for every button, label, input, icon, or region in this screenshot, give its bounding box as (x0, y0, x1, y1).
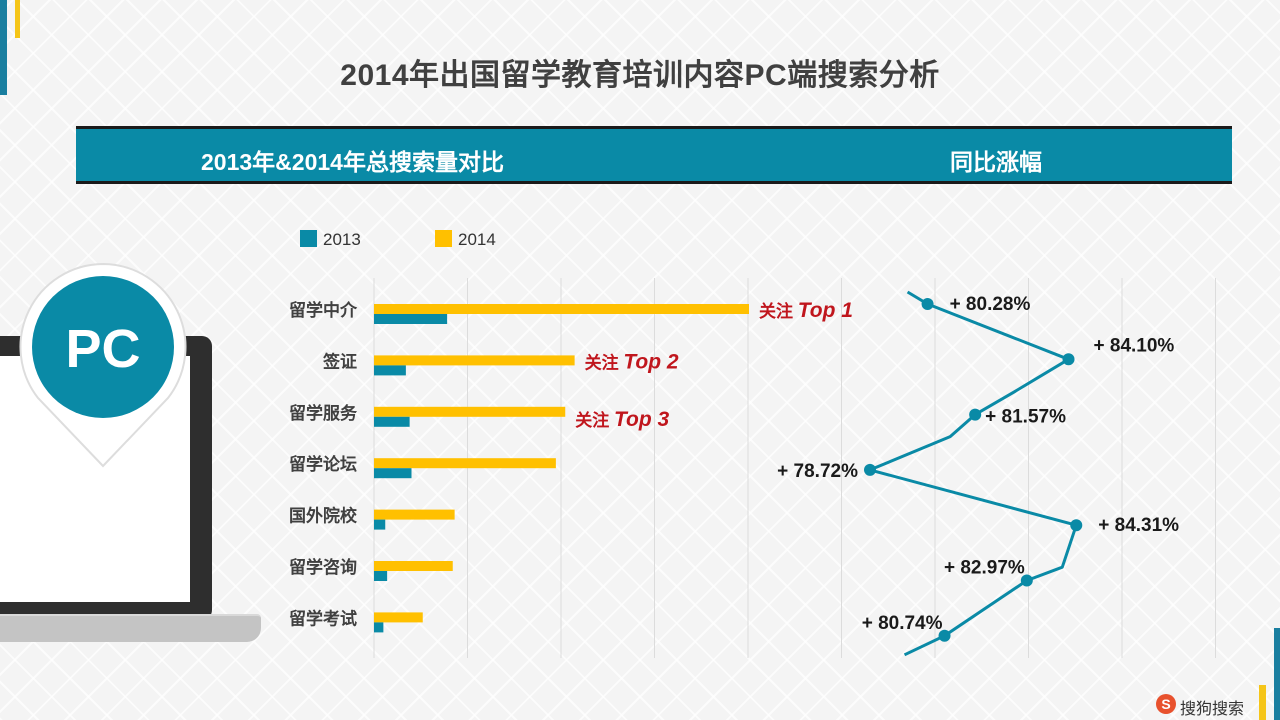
bar-2014 (374, 458, 556, 469)
growth-point (969, 408, 982, 421)
category-label: 签证 (322, 351, 357, 371)
bottom-yellow-accent (1259, 685, 1266, 720)
pc-badge-label: PC (65, 319, 141, 379)
category-label: 国外院校 (289, 506, 358, 526)
annotation-rank: Top 1 (798, 299, 853, 322)
growth-point (1070, 519, 1083, 532)
header-comparison-label: 2013年&2014年总搜索量对比 (201, 149, 504, 175)
pc-pin-icon (19, 262, 187, 468)
chart-legend: 2013 2014 (300, 230, 496, 249)
annotation-rank: Top 3 (614, 408, 670, 431)
category-label: 留学考试 (289, 608, 357, 628)
bar-series (374, 304, 749, 633)
bar-2014 (374, 406, 566, 417)
growth-label: + 78.72% (777, 461, 858, 482)
top-annotation: 关注 Top 1 (759, 299, 853, 322)
bar-2013 (374, 622, 384, 633)
category-label: 留学咨询 (289, 557, 357, 577)
growth-label: + 80.28% (950, 294, 1031, 315)
legend-label: 2013 (323, 230, 361, 249)
left-accent-bar (0, 0, 7, 95)
right-accent-bar (1274, 628, 1280, 720)
bar-2014 (374, 304, 749, 314)
bar-2014 (374, 509, 455, 520)
annotation-prefix: 关注 (585, 352, 624, 372)
bar-2013 (374, 519, 386, 530)
header-growth-label: 同比涨幅 (950, 149, 1042, 175)
top-annotation: 关注 Top 2 (585, 350, 679, 373)
bar-2013 (374, 416, 410, 427)
pc-badge-circle (32, 276, 174, 418)
sogou-logo-text: 搜狗搜索 (1180, 701, 1245, 718)
top-yellow-accent (15, 0, 20, 38)
bar-2014 (374, 612, 423, 623)
bar-2013 (374, 571, 388, 581)
category-label: 留学中介 (289, 300, 358, 320)
bar-2013 (374, 314, 448, 324)
category-label: 留学服务 (289, 403, 358, 423)
bar-2013 (374, 468, 412, 479)
annotation-prefix: 关注 (759, 301, 798, 321)
page-title: 2014年出国留学教育培训内容PC端搜索分析 (340, 59, 940, 92)
growth-line-series: + 80.28% + 84.10% + 81.57% + 78.72% + 84.31%… (777, 290, 1179, 657)
top-annotation: 关注 Top 3 (575, 408, 669, 431)
section-header-band: 2013年&2014年总搜索量对比 同比涨幅 (76, 126, 1232, 184)
category-label: 留学论坛 (289, 454, 357, 474)
bar-2014 (374, 355, 575, 366)
growth-point (864, 463, 876, 476)
sogou-logo-icon: S (1156, 694, 1176, 714)
legend-swatch (300, 230, 317, 247)
growth-label: + 84.10% (1094, 335, 1175, 356)
growth-point (921, 298, 934, 310)
growth-label: + 80.74% (862, 613, 943, 634)
growth-point (1062, 353, 1075, 366)
legend-label: 2014 (458, 230, 496, 249)
annotation-prefix: 关注 (575, 410, 614, 430)
growth-label: + 81.57% (985, 407, 1066, 428)
bar-2014 (374, 561, 453, 571)
growth-point (1020, 574, 1033, 587)
growth-line (868, 302, 1078, 638)
growth-label: + 82.97% (944, 558, 1025, 579)
legend-swatch (435, 230, 452, 247)
growth-label: + 84.31% (1098, 515, 1179, 536)
top-annotations: 关注 Top 1关注 Top 2关注 Top 3 (575, 299, 853, 431)
annotation-rank: Top 2 (623, 350, 679, 373)
line-tail-end (903, 634, 946, 657)
laptop-base (0, 614, 261, 642)
growth-point (938, 629, 951, 642)
bar-2013 (374, 365, 406, 376)
